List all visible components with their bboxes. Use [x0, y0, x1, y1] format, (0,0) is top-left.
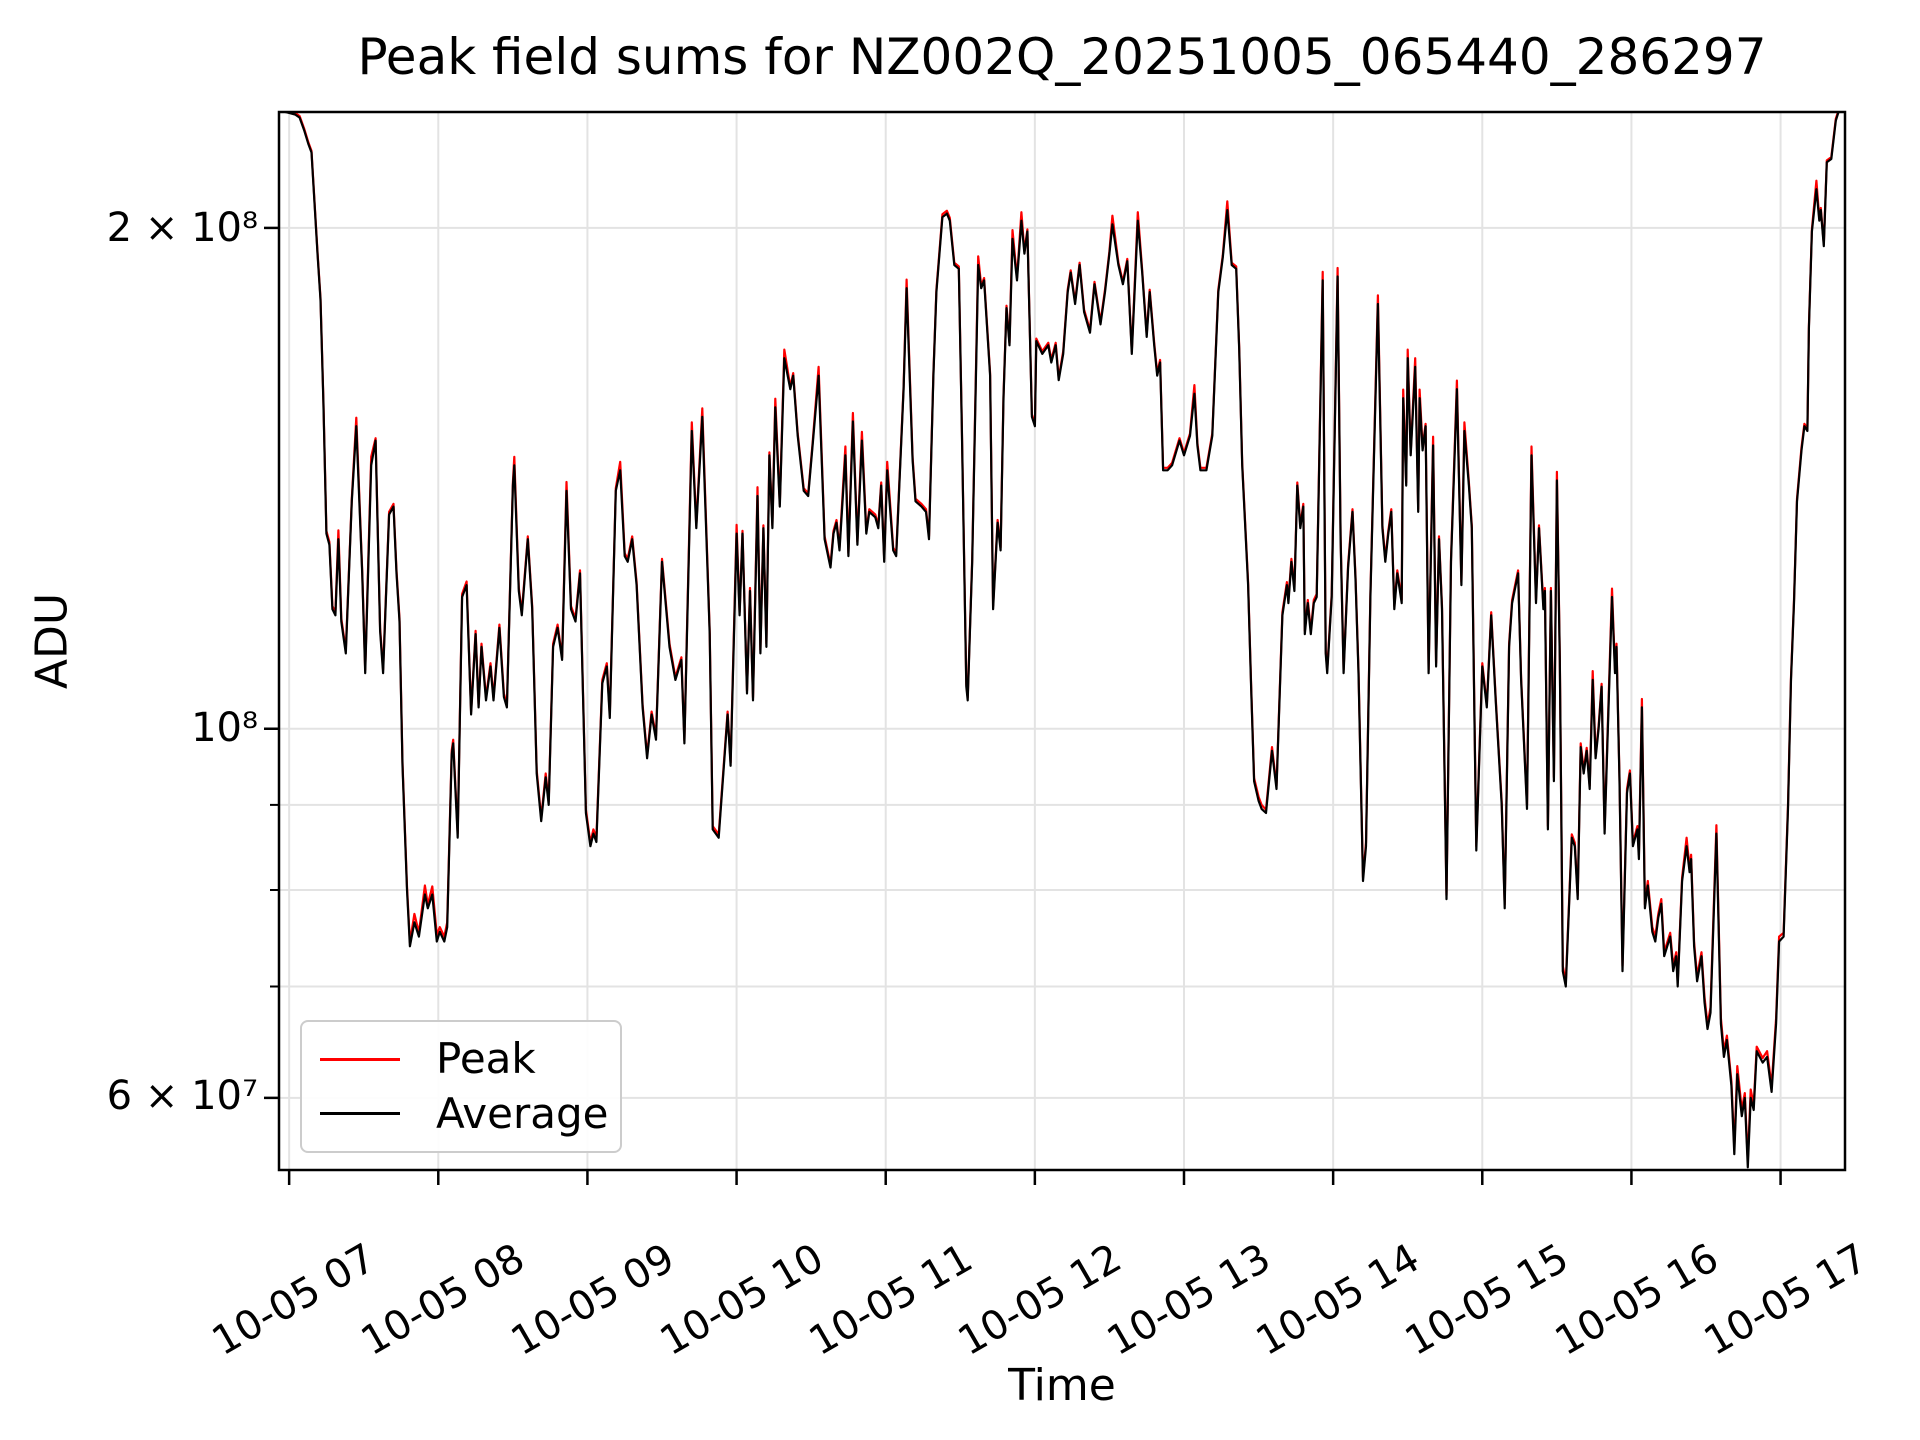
x-axis-label: Time	[1008, 1360, 1116, 1411]
chart-title: Peak field sums for NZ002Q_20251005_0654…	[357, 28, 1767, 86]
legend: Peak Average	[300, 1020, 622, 1153]
average-line-swatch	[320, 1112, 400, 1116]
legend-label-peak: Peak	[436, 1034, 536, 1084]
y-tick-label-6e7: 6 × 10⁷	[106, 1073, 258, 1119]
legend-row-peak: Peak	[302, 1036, 620, 1082]
plot-frame	[277, 110, 1847, 1172]
y-tick-label-2e8: 2 × 10⁸	[106, 205, 258, 251]
y-axis-label: ADU	[26, 592, 78, 690]
peak-line-swatch	[320, 1057, 400, 1061]
average-line	[279, 112, 1844, 1169]
legend-label-average: Average	[436, 1088, 609, 1138]
y-tick-label-1e8: 10⁸	[191, 705, 258, 751]
legend-row-average: Average	[302, 1088, 620, 1138]
peak-line	[287, 112, 1840, 1162]
